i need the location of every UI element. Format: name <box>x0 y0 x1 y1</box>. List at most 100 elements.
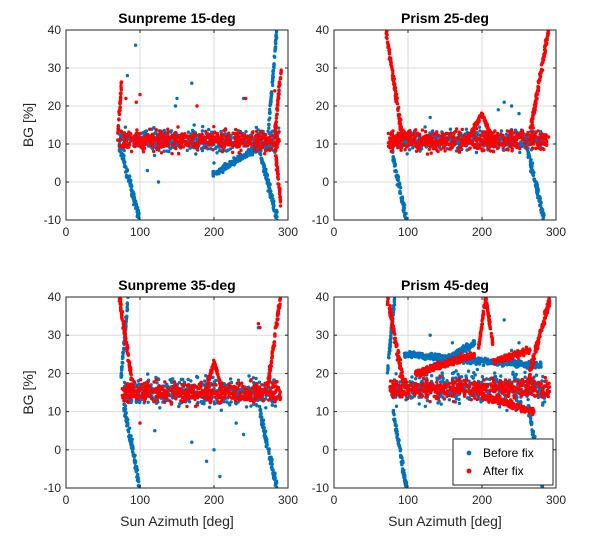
data-point <box>539 67 544 72</box>
data-point <box>266 178 270 182</box>
data-point <box>277 126 281 130</box>
data-point <box>174 146 178 151</box>
data-point <box>206 383 210 387</box>
data-point <box>251 376 256 380</box>
data-point <box>265 138 269 142</box>
data-point <box>259 129 263 133</box>
data-point <box>427 135 432 140</box>
data-point <box>399 200 404 204</box>
data-point <box>220 137 224 141</box>
data-point <box>443 149 447 153</box>
data-point <box>123 334 127 338</box>
data-point <box>275 106 279 110</box>
data-point <box>162 388 167 392</box>
data-point <box>224 149 229 153</box>
data-point <box>239 148 243 152</box>
data-point <box>132 144 136 148</box>
data-point <box>155 398 159 402</box>
data-point <box>538 74 543 79</box>
data-point <box>279 294 282 297</box>
data-point <box>195 403 200 407</box>
data-point <box>201 395 205 399</box>
data-point <box>391 78 395 83</box>
data-point <box>125 73 130 78</box>
data-point <box>404 216 408 220</box>
data-point <box>274 41 278 46</box>
data-point <box>430 143 434 147</box>
data-point <box>220 132 224 136</box>
data-layer <box>385 297 552 488</box>
data-point <box>387 48 391 52</box>
data-point <box>394 89 398 93</box>
data-point <box>278 195 282 199</box>
data-point <box>264 406 268 410</box>
data-point <box>421 142 426 146</box>
data-point <box>266 384 270 388</box>
data-point <box>179 137 183 142</box>
data-point <box>136 472 140 477</box>
data-point <box>190 81 194 85</box>
data-point <box>540 61 544 65</box>
data-point <box>129 184 133 188</box>
data-point <box>276 99 280 103</box>
data-point <box>143 134 148 138</box>
data-point <box>509 104 514 108</box>
data-point <box>154 377 158 382</box>
data-point <box>132 203 136 207</box>
data-point <box>495 136 500 140</box>
data-point <box>120 387 125 391</box>
data-point <box>391 157 396 161</box>
data-point <box>405 221 408 224</box>
data-point <box>265 142 269 146</box>
data-point <box>267 126 271 130</box>
data-point <box>418 137 423 142</box>
data-point <box>119 84 123 88</box>
data-point <box>216 400 221 404</box>
data-point <box>194 133 198 137</box>
data-point <box>130 189 134 193</box>
data-point <box>397 182 401 186</box>
data-point <box>277 89 281 93</box>
data-point <box>474 145 478 150</box>
data-point <box>273 128 277 132</box>
data-point <box>252 381 256 385</box>
y-tick-label: 20 <box>48 99 62 113</box>
data-point <box>493 371 497 375</box>
data-point <box>229 134 233 138</box>
data-point <box>392 161 397 165</box>
data-point <box>124 135 128 139</box>
data-point <box>539 142 544 146</box>
data-point <box>392 82 396 87</box>
data-point <box>130 377 135 382</box>
data-point <box>210 383 215 387</box>
data-point <box>165 142 169 146</box>
data-point <box>126 400 131 405</box>
data-point <box>136 484 141 488</box>
data-point <box>225 400 229 404</box>
data-point <box>278 192 282 196</box>
data-point <box>270 403 274 407</box>
x-tick-label: 200 <box>204 225 224 239</box>
data-point <box>136 397 140 401</box>
data-point <box>132 137 136 141</box>
data-point <box>220 149 225 154</box>
data-point <box>521 131 525 136</box>
data-point <box>240 381 244 385</box>
data-point <box>273 141 278 145</box>
data-point <box>471 143 475 147</box>
data-point <box>210 365 214 369</box>
data-point <box>178 393 183 397</box>
data-point <box>267 122 271 127</box>
data-point <box>219 382 224 387</box>
data-point <box>186 377 190 382</box>
data-point <box>242 137 246 141</box>
data-point <box>236 144 240 148</box>
data-point <box>385 26 388 29</box>
data-point <box>396 114 401 118</box>
data-point <box>162 400 167 404</box>
data-point <box>407 140 411 144</box>
y-tick-label: 0 <box>54 443 61 457</box>
data-point <box>118 102 122 106</box>
data-point <box>545 34 550 38</box>
data-point <box>136 212 140 217</box>
